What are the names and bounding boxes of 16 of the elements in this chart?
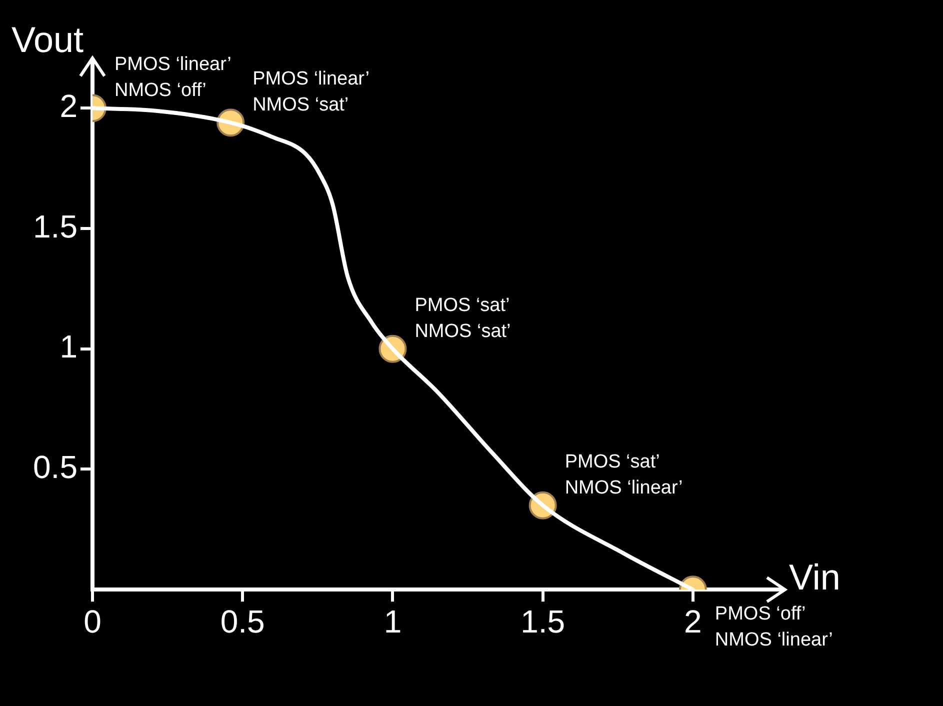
x-tick-label: 1 [384, 604, 402, 640]
annotation: PMOS ‘linear’ NMOS ‘sat’ [252, 68, 370, 116]
annotation: PMOS ‘sat’ NMOS ‘sat’ [414, 294, 511, 342]
x-tick-label: 2 [684, 604, 702, 640]
annotation: PMOS ‘sat’ NMOS ‘linear’ [564, 451, 683, 498]
annotation: PMOS ‘off’ NMOS ‘linear’ [714, 604, 833, 651]
x-tick-label: 0.5 [220, 604, 265, 640]
x-tick-label: 0 [84, 604, 102, 640]
y-axis-title: Vout [11, 18, 84, 60]
y-tick-label: 1.5 [33, 208, 78, 244]
x-tick-label: 1.5 [520, 604, 566, 640]
x-axis-title: Vin [789, 556, 840, 598]
annotation: PMOS ‘linear’ NMOS ‘off’ [114, 54, 232, 102]
y-tick-label: 2 [60, 88, 78, 124]
y-tick-label: 0.5 [33, 449, 78, 486]
y-tick-label: 1 [60, 328, 78, 365]
